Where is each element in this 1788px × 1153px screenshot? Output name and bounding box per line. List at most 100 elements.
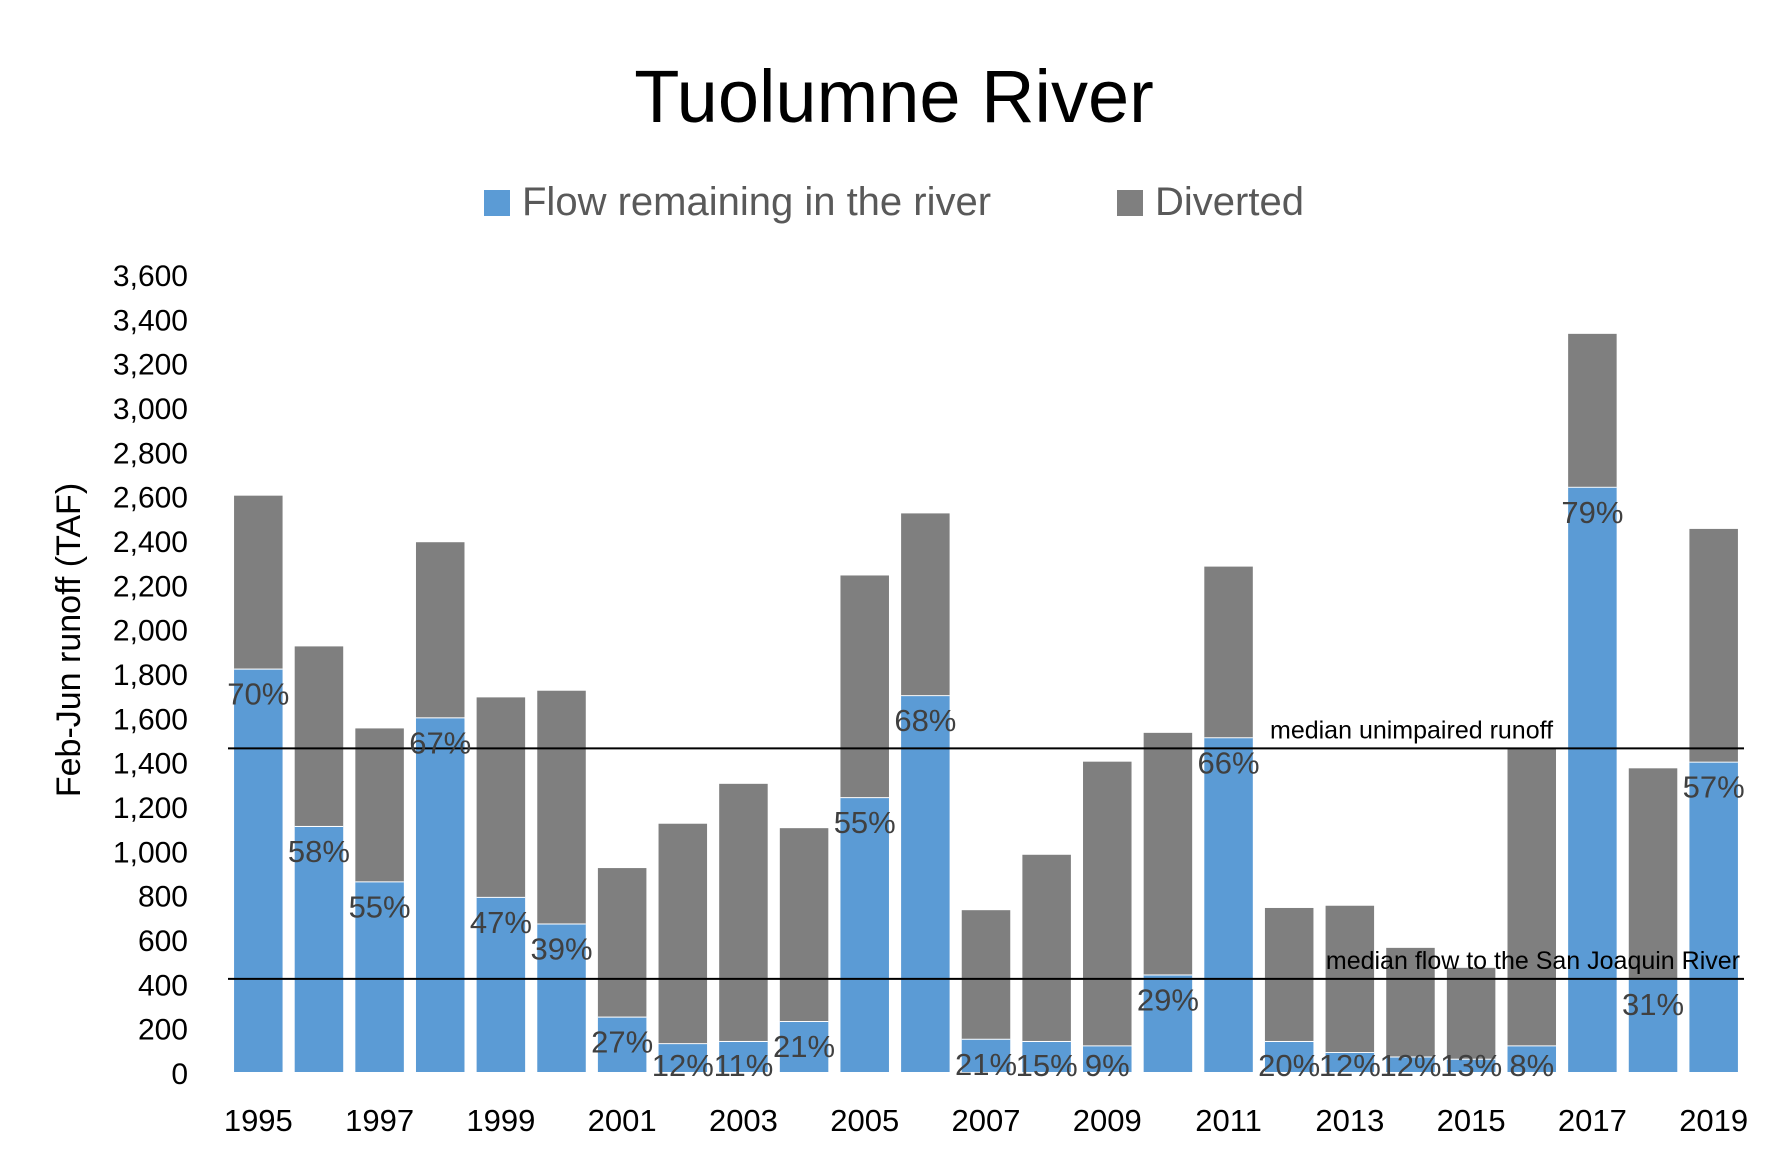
data-label: 12% <box>1319 1048 1381 1083</box>
legend-label: Flow remaining in the river <box>522 180 991 224</box>
bar-diverted <box>1143 732 1193 975</box>
bar-diverted <box>415 542 465 718</box>
data-label: 9% <box>1085 1048 1130 1083</box>
bar-flow-remaining <box>1143 974 1193 1072</box>
y-tick-label: 1,400 <box>113 748 188 781</box>
y-tick-label: 400 <box>138 969 188 1002</box>
data-label: 29% <box>1137 982 1199 1017</box>
bar-flow-remaining <box>597 1016 647 1072</box>
bar-diverted <box>1568 333 1617 487</box>
bar-flow-remaining <box>901 695 950 1072</box>
x-tick-label: 1999 <box>466 1103 535 1138</box>
bar-diverted <box>779 828 829 1022</box>
x-tick-label: 1997 <box>345 1103 414 1138</box>
data-label: 21% <box>773 1029 835 1064</box>
x-tick-label: 2009 <box>1073 1103 1142 1138</box>
data-label: 47% <box>470 905 532 940</box>
bar-diverted <box>1264 907 1314 1041</box>
x-tick-label: 2001 <box>588 1103 657 1138</box>
bar-flow-remaining <box>355 881 404 1072</box>
data-label: 27% <box>591 1025 653 1060</box>
bar-diverted <box>840 575 889 798</box>
data-label: 57% <box>1683 770 1745 805</box>
bar-diverted <box>476 697 526 897</box>
bar-diverted <box>1083 761 1132 1046</box>
y-tick-label: 600 <box>138 925 188 958</box>
bar-flow-remaining <box>1689 761 1738 1072</box>
y-tick-label: 200 <box>138 1014 188 1047</box>
y-tick-label: 1,600 <box>113 703 188 736</box>
data-label: 58% <box>288 834 350 869</box>
reference-line-label: median unimpaired runoff <box>1270 716 1553 744</box>
bar-diverted <box>901 513 950 696</box>
bar-diverted <box>658 823 708 1044</box>
bar-flow-remaining <box>294 825 344 1072</box>
bar-flow-remaining <box>1083 1045 1132 1072</box>
x-tick-label: 2011 <box>1195 1103 1262 1138</box>
y-tick-label: 2,400 <box>113 526 188 559</box>
bar-diverted <box>1446 967 1496 1059</box>
y-tick-label: 800 <box>138 881 188 914</box>
y-tick-label: 3,200 <box>113 349 188 382</box>
bar-flow-remaining <box>415 717 465 1072</box>
bar-diverted <box>355 728 404 882</box>
legend-swatch <box>484 190 510 216</box>
bar-flow-remaining <box>476 896 526 1072</box>
bars <box>234 333 1738 1072</box>
legend: Flow remaining in the river Diverted <box>484 180 1304 224</box>
bar-diverted <box>234 495 283 669</box>
bar-diverted <box>1507 748 1557 1046</box>
bar-flow-remaining <box>1446 1058 1496 1072</box>
bar-flow-remaining <box>658 1043 708 1072</box>
bar-flow-remaining <box>719 1040 768 1072</box>
bar-flow-remaining <box>1386 1056 1435 1072</box>
data-labels: 70%58%55%67%47%39%27%12% 11%21%55%68%21%1… <box>227 495 1744 1083</box>
bar-flow-remaining <box>1507 1045 1557 1072</box>
y-axis-label: Feb-Jun runoff (TAF) <box>50 483 88 797</box>
data-label: 55% <box>349 889 411 924</box>
data-label: 13% <box>1440 1048 1502 1083</box>
bar-flow-remaining <box>537 923 586 1072</box>
reference-lines: median unimpaired runoff median flow to t… <box>228 716 1744 980</box>
data-label: 70% <box>227 677 289 712</box>
data-label: 21% <box>955 1047 1017 1082</box>
bar-diverted <box>1689 528 1738 762</box>
bar-flow-remaining <box>779 1021 829 1072</box>
x-tick-label: 2015 <box>1437 1103 1506 1138</box>
bar-diverted <box>294 646 344 826</box>
x-tick-label: 2005 <box>830 1103 899 1138</box>
data-label: 11% <box>714 1048 774 1083</box>
data-label: 55% <box>834 805 896 840</box>
bar-flow-remaining <box>234 668 283 1072</box>
y-tick-label: 2,600 <box>113 482 188 515</box>
x-tick-label: 2007 <box>952 1103 1021 1138</box>
bar-diverted <box>1022 854 1071 1041</box>
data-label: 39% <box>530 931 592 966</box>
bar-diverted <box>961 910 1011 1039</box>
bar-diverted <box>1386 947 1435 1057</box>
bar-flow-remaining <box>1264 1040 1314 1072</box>
y-tick-label: 2,200 <box>113 570 188 603</box>
data-label: 31% <box>1622 987 1684 1022</box>
y-tick-label: 3,400 <box>113 304 188 337</box>
legend-label: Diverted <box>1155 180 1304 224</box>
bar-flow-remaining <box>961 1038 1011 1072</box>
bar-flow-remaining <box>840 797 889 1072</box>
bar-flow-remaining <box>1628 978 1678 1072</box>
data-label: 12% <box>652 1048 714 1083</box>
y-tick-label: 2,000 <box>113 615 188 648</box>
x-axis-ticks: 1995 1997 1999 2001 2003 2005 2007 2009 2011 2013… <box>224 1103 1748 1138</box>
y-tick-label: 2,800 <box>113 437 188 470</box>
y-tick-label: 3,600 <box>113 260 188 293</box>
x-tick-label: 2017 <box>1558 1103 1627 1138</box>
y-tick-label: 1,800 <box>113 659 188 692</box>
bar-diverted <box>537 690 586 924</box>
bar-flow-remaining <box>1568 486 1617 1072</box>
x-tick-label: 2019 <box>1679 1103 1748 1138</box>
y-tick-label: 1,000 <box>113 836 188 869</box>
data-label: 12% <box>1379 1048 1441 1083</box>
data-label: 8% <box>1509 1048 1554 1083</box>
y-tick-label: 0 <box>171 1058 188 1091</box>
